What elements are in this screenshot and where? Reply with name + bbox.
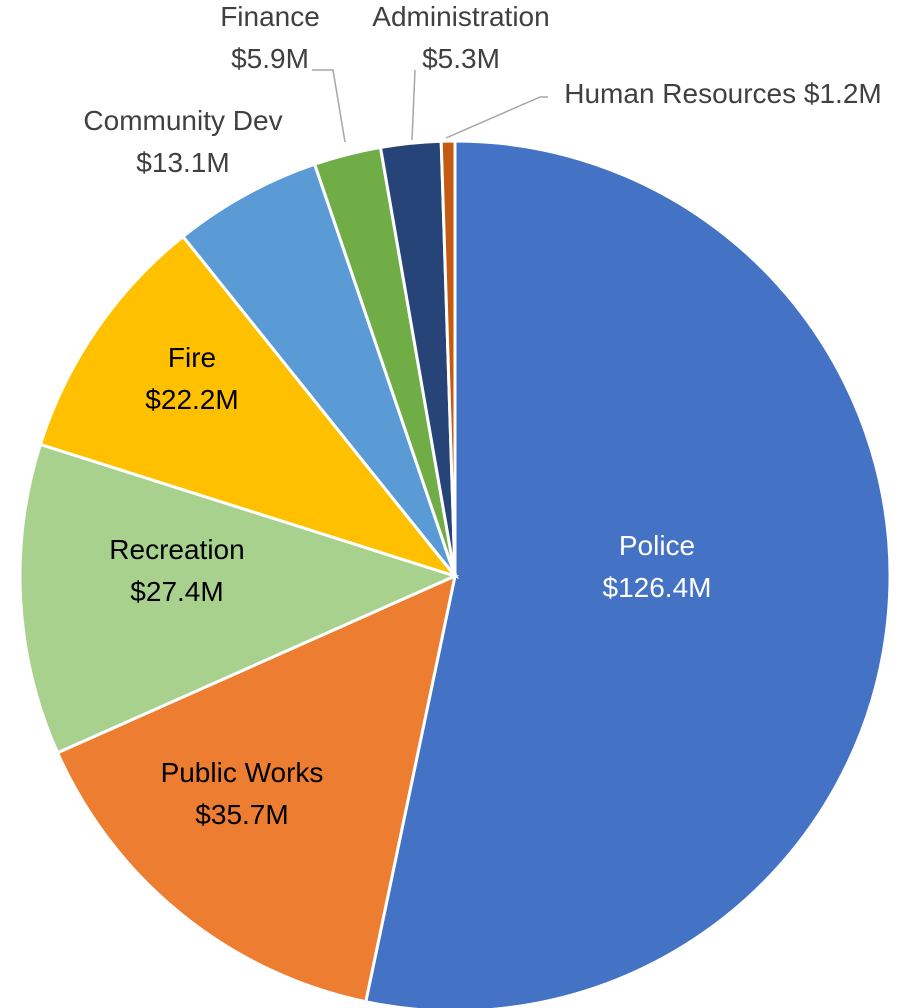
data-label-finance: Finance $5.9M bbox=[220, 1, 320, 74]
pie-slice-community-dev bbox=[180, 162, 457, 577]
value-label-finance: $5.9M bbox=[231, 43, 309, 74]
value-label-community-dev: $13.1M bbox=[136, 147, 229, 178]
pie-slice-fire bbox=[38, 234, 460, 579]
value-label-fire: $22.2M bbox=[145, 384, 238, 415]
data-label-human-resources: Human Resources $1.2M bbox=[564, 78, 881, 109]
leader-line-human-resources bbox=[445, 96, 548, 139]
leader-line-administration bbox=[411, 69, 416, 141]
value-label-recreation: $27.4M bbox=[130, 576, 223, 607]
pie-slice-public-works bbox=[55, 573, 458, 1004]
category-label-administration: Administration bbox=[372, 1, 549, 32]
leader-line-finance bbox=[312, 69, 346, 143]
category-label: Human Resources bbox=[564, 78, 796, 109]
data-label-police: Police $126.4M bbox=[603, 530, 712, 603]
data-label-recreation: Recreation $27.4M bbox=[109, 534, 244, 607]
category-label-recreation: Recreation bbox=[109, 534, 244, 565]
data-label-community-dev: Community Dev $13.1M bbox=[83, 105, 282, 178]
data-label-fire: Fire $22.2M bbox=[145, 342, 238, 415]
leader-lines bbox=[312, 69, 548, 143]
slice-labels: Police $126.4M Public Works $35.7M Recreatio… bbox=[83, 1, 881, 830]
category-label-finance: Finance bbox=[220, 1, 320, 32]
data-label-text-human-resources: Human Resources $1.2M bbox=[564, 78, 881, 109]
category-label-public-works: Public Works bbox=[161, 757, 324, 788]
pie-slice-recreation bbox=[18, 442, 460, 755]
data-label-administration: Administration $5.3M bbox=[372, 1, 549, 74]
pie-slice-human-resources bbox=[439, 139, 457, 577]
pie-slice-police bbox=[363, 139, 892, 1008]
category-label-police: Police bbox=[619, 530, 695, 561]
value-label-public-works: $35.7M bbox=[195, 799, 288, 830]
category-label-community-dev: Community Dev bbox=[83, 105, 282, 136]
value-label: $1.2M bbox=[796, 78, 882, 109]
pie-slices bbox=[18, 139, 892, 1008]
value-label-police: $126.4M bbox=[603, 572, 712, 603]
data-label-public-works: Public Works $35.7M bbox=[161, 757, 324, 830]
category-label-fire: Fire bbox=[168, 342, 216, 373]
value-label-administration: $5.3M bbox=[422, 43, 500, 74]
